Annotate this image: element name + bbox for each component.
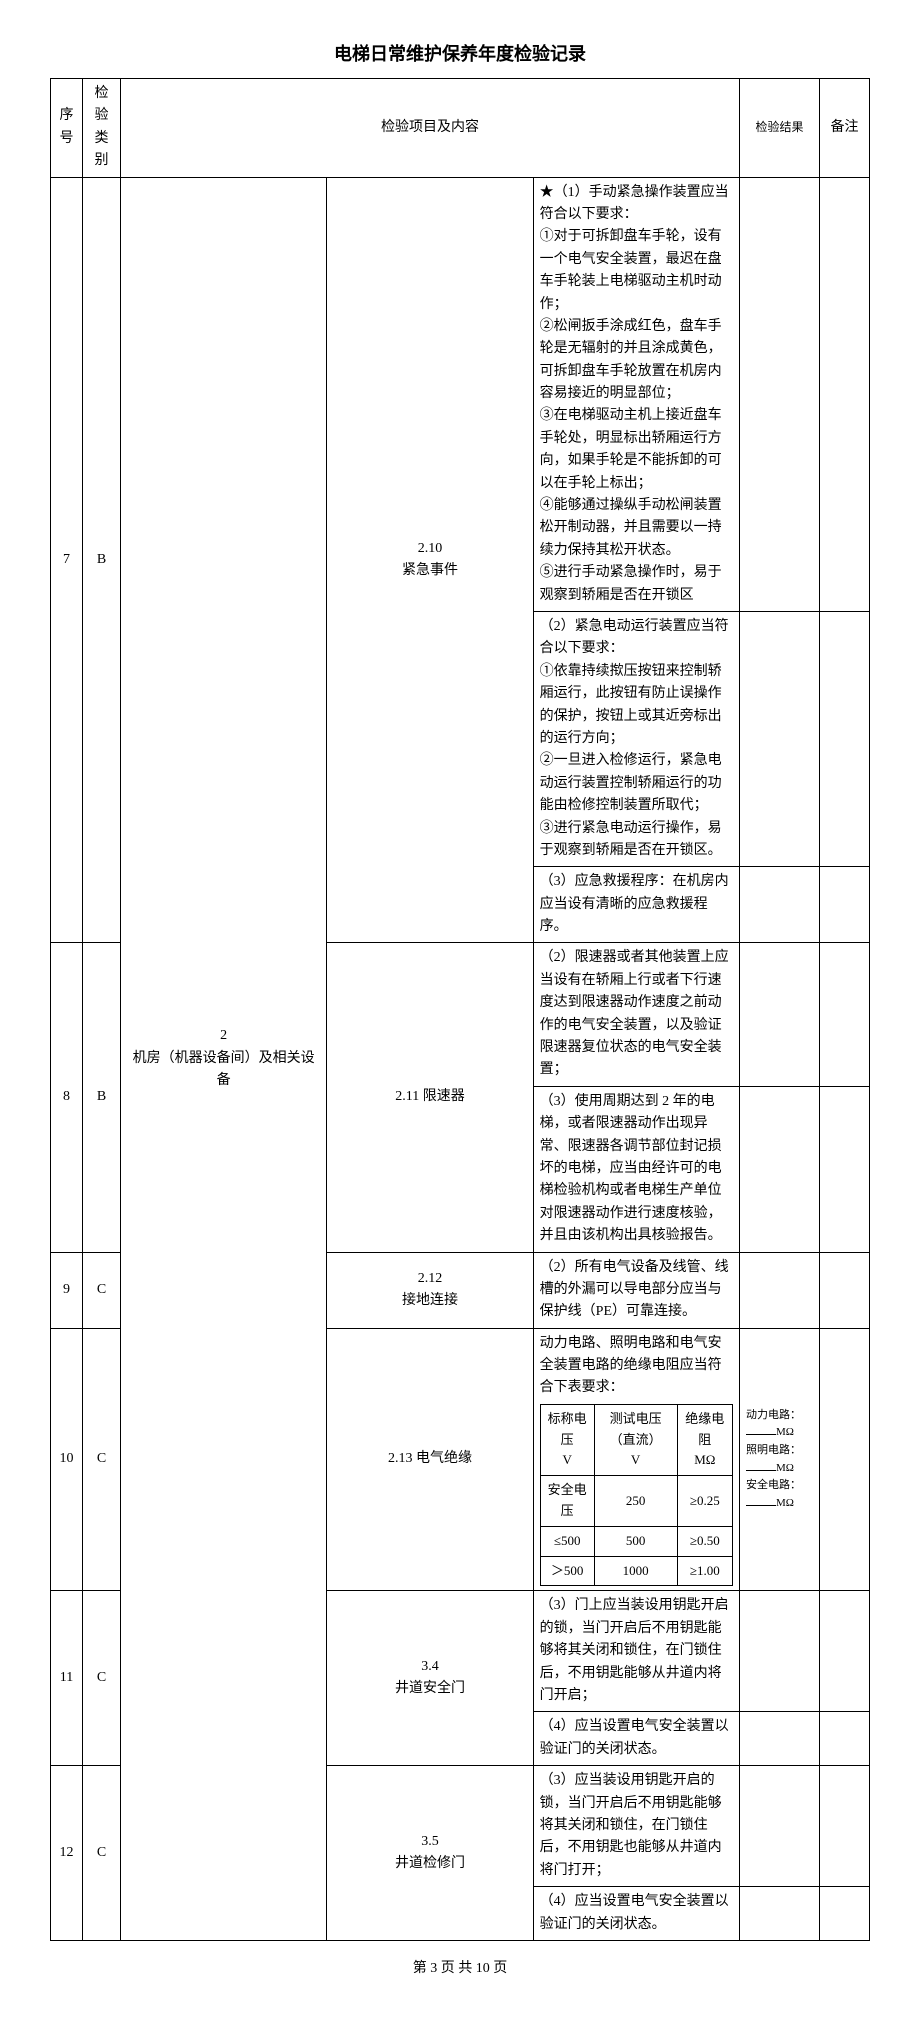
header-seq: 序号 xyxy=(51,79,83,178)
inner-h2: 测试电压（直流） V xyxy=(594,1404,677,1475)
inspection-table: 序号 检验类别 检验项目及内容 检验结果 备注 7 B 2 机房（机器设备间）及… xyxy=(50,78,870,1941)
result-7-2 xyxy=(740,611,820,866)
content-11-2: （4）应当设置电气安全装置以验证门的关闭状态。 xyxy=(533,1712,739,1766)
inner-r1c3: ≥0.25 xyxy=(677,1476,732,1527)
subsection-2-12: 2.12 接地连接 xyxy=(327,1252,533,1328)
inner-r2c2: 500 xyxy=(594,1526,677,1556)
page-title: 电梯日常维护保养年度检验记录 xyxy=(50,40,870,66)
seq-10: 10 xyxy=(51,1328,83,1591)
seq-11: 11 xyxy=(51,1591,83,1766)
result-10-u2: MΩ xyxy=(776,1462,794,1474)
result-8-2 xyxy=(740,1086,820,1252)
result-11-1 xyxy=(740,1591,820,1712)
note-12-2 xyxy=(820,1887,870,1941)
cat-7: B xyxy=(83,177,121,943)
insulation-table: 标称电压 V 测试电压（直流） V 绝缘电阻 MΩ 安全电压 250 ≥0.25… xyxy=(540,1404,733,1587)
inner-r3c2: 1000 xyxy=(594,1556,677,1586)
note-8-2 xyxy=(820,1086,870,1252)
inner-r2c3: ≥0.50 xyxy=(677,1526,732,1556)
content-9-1: （2）所有电气设备及线管、线槽的外漏可以导电部分应当与保护线（PE）可靠连接。 xyxy=(533,1252,739,1328)
note-11-1 xyxy=(820,1591,870,1712)
page-footer: 第 3 页 共 10 页 xyxy=(50,1957,870,1977)
result-10-l3: 安全电路： xyxy=(746,1479,801,1491)
subsection-3-5: 3.5 井道检修门 xyxy=(327,1766,533,1941)
result-10-blank2 xyxy=(746,1470,776,1471)
subsection-3-4: 3.4 井道安全门 xyxy=(327,1591,533,1766)
content-10-intro: 动力电路、照明电路和电气安全装置电路的绝缘电阻应当符合下表要求： xyxy=(540,1336,722,1396)
result-9-1 xyxy=(740,1252,820,1328)
note-12-1 xyxy=(820,1766,870,1887)
cat-11: C xyxy=(83,1591,121,1766)
note-7-2 xyxy=(820,611,870,866)
result-7-3 xyxy=(740,867,820,943)
result-10-u1: MΩ xyxy=(776,1426,794,1438)
inner-r1c2: 250 xyxy=(594,1476,677,1527)
result-10-blank1 xyxy=(746,1434,776,1435)
header-project: 检验项目及内容 xyxy=(121,79,740,178)
result-10: 动力电路： MΩ 照明电路： MΩ 安全电路： MΩ xyxy=(740,1328,820,1591)
result-11-2 xyxy=(740,1712,820,1766)
result-12-2 xyxy=(740,1887,820,1941)
note-11-2 xyxy=(820,1712,870,1766)
subsection-2-11: 2.11 限速器 xyxy=(327,943,533,1252)
result-12-1 xyxy=(740,1766,820,1887)
result-8-1 xyxy=(740,943,820,1086)
result-10-l1: 动力电路： xyxy=(746,1409,801,1421)
inner-r2c1: ≤500 xyxy=(540,1526,594,1556)
inner-r3c1: ＞500 xyxy=(540,1556,594,1586)
cat-9: C xyxy=(83,1252,121,1328)
content-7-1: ★（1）手动紧急操作装置应当符合以下要求： ①对于可拆卸盘车手轮，设有一个电气安… xyxy=(533,177,739,611)
seq-7: 7 xyxy=(51,177,83,943)
note-7-3 xyxy=(820,867,870,943)
seq-9: 9 xyxy=(51,1252,83,1328)
subsection-2-13: 2.13 电气绝缘 xyxy=(327,1328,533,1591)
note-7-1 xyxy=(820,177,870,611)
content-8-1: （2）限速器或者其他装置上应当设有在轿厢上行或者下行速度达到限速器动作速度之前动… xyxy=(533,943,739,1086)
note-10 xyxy=(820,1328,870,1591)
note-8-1 xyxy=(820,943,870,1086)
table-row: 7 B 2 机房（机器设备间）及相关设备 2.10 紧急事件 ★（1）手动紧急操… xyxy=(51,177,870,611)
content-10: 动力电路、照明电路和电气安全装置电路的绝缘电阻应当符合下表要求： 标称电压 V … xyxy=(533,1328,739,1591)
note-9-1 xyxy=(820,1252,870,1328)
inner-r1c1: 安全电压 xyxy=(540,1476,594,1527)
header-result: 检验结果 xyxy=(740,79,820,178)
result-10-u3: MΩ xyxy=(776,1497,794,1509)
content-8-2: （3）使用周期达到 2 年的电梯，或者限速器动作出现异常、限速器各调节部位封记损… xyxy=(533,1086,739,1252)
subsection-2-10: 2.10 紧急事件 xyxy=(327,177,533,943)
cat-10: C xyxy=(83,1328,121,1591)
cat-12: C xyxy=(83,1766,121,1941)
header-row: 序号 检验类别 检验项目及内容 检验结果 备注 xyxy=(51,79,870,178)
content-7-2: （2）紧急电动运行装置应当符合以下要求： ①依靠持续揿压按钮来控制轿厢运行，此按… xyxy=(533,611,739,866)
content-7-3: （3）应急救援程序：在机房内应当设有清晰的应急救援程序。 xyxy=(533,867,739,943)
result-7-1 xyxy=(740,177,820,611)
result-10-blank3 xyxy=(746,1505,776,1506)
inner-h3: 绝缘电阻 MΩ xyxy=(677,1404,732,1475)
header-note: 备注 xyxy=(820,79,870,178)
section-group: 2 机房（机器设备间）及相关设备 xyxy=(121,177,327,1940)
seq-8: 8 xyxy=(51,943,83,1252)
content-12-1: （3）应当装设用钥匙开启的锁，当门开启后不用钥匙能够将其关闭和锁住，在门锁住后，… xyxy=(533,1766,739,1887)
seq-12: 12 xyxy=(51,1766,83,1941)
inner-r3c3: ≥1.00 xyxy=(677,1556,732,1586)
result-10-l2: 照明电路： xyxy=(746,1444,801,1456)
inner-h1: 标称电压 V xyxy=(540,1404,594,1475)
header-category: 检验类别 xyxy=(83,79,121,178)
cat-8: B xyxy=(83,943,121,1252)
content-12-2: （4）应当设置电气安全装置以验证门的关闭状态。 xyxy=(533,1887,739,1941)
content-11-1: （3）门上应当装设用钥匙开启的锁，当门开启后不用钥匙能够将其关闭和锁住，在门锁住… xyxy=(533,1591,739,1712)
